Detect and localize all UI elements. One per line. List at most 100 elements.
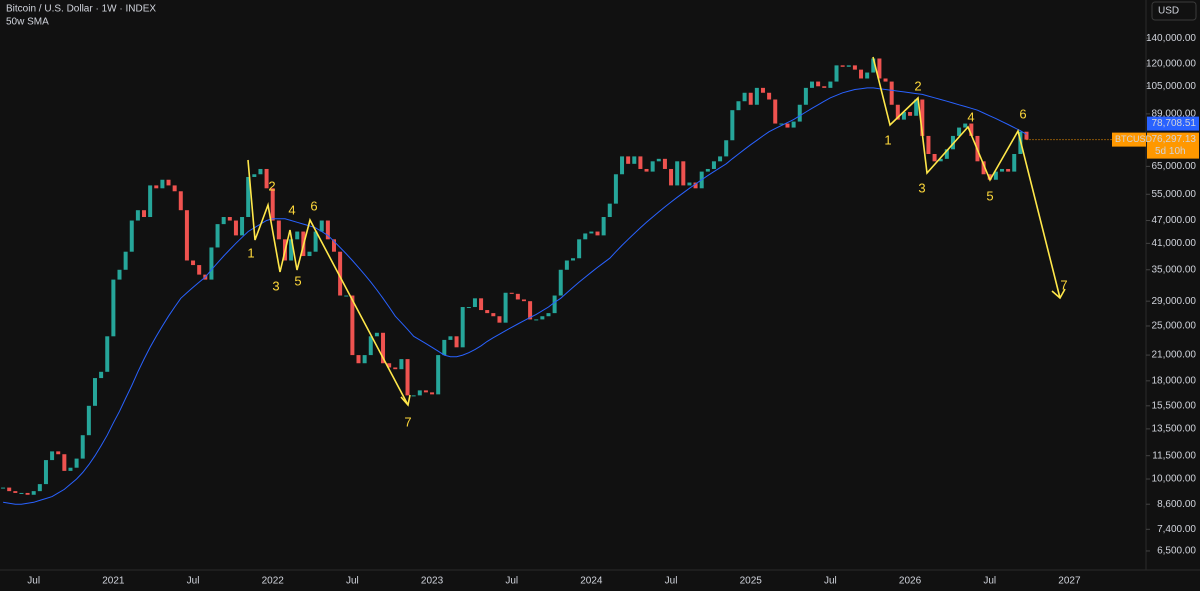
wave-label: 4 <box>288 202 295 217</box>
candle <box>460 307 465 348</box>
candle <box>454 336 459 348</box>
candle <box>589 231 594 234</box>
y-tick-label: 13,500.00 <box>1152 424 1197 435</box>
wave-label: 2 <box>268 178 275 193</box>
wave-line <box>872 56 1061 299</box>
wave-label: 3 <box>272 278 279 293</box>
candle <box>797 104 802 122</box>
y-tick-label: 41,000.00 <box>1152 238 1197 249</box>
wave-line <box>247 159 409 406</box>
x-tick-label: 2024 <box>580 576 603 587</box>
candle <box>914 99 919 116</box>
y-tick-label: 120,000.00 <box>1146 59 1196 70</box>
x-tick-label: 2023 <box>421 576 444 587</box>
candle <box>650 161 655 172</box>
candle <box>834 65 839 82</box>
countdown-label: 5d 10h <box>1155 146 1186 157</box>
candle <box>313 231 318 252</box>
currency-button[interactable] <box>1151 1 1197 21</box>
x-tick-label: Jul <box>27 576 40 587</box>
candle <box>423 390 428 393</box>
candle <box>822 86 827 88</box>
candle <box>270 188 275 221</box>
candle <box>13 491 18 493</box>
wave-label: 6 <box>1019 106 1026 121</box>
candle <box>246 176 251 218</box>
candle <box>767 92 772 100</box>
candle <box>883 78 888 82</box>
candle <box>56 451 61 455</box>
candle <box>564 260 569 270</box>
candle <box>387 363 392 368</box>
y-tick-label: 10,000.00 <box>1152 474 1197 485</box>
candle <box>999 168 1004 172</box>
x-tick-label: 2022 <box>262 576 285 587</box>
candle <box>307 251 312 257</box>
candle <box>920 99 925 136</box>
wave-label: 7 <box>1060 277 1067 292</box>
wave-label: 1 <box>247 245 254 260</box>
candle <box>632 156 637 164</box>
candle <box>160 179 165 189</box>
candle <box>417 390 422 396</box>
x-tick-label: 2027 <box>1058 576 1081 587</box>
candle <box>791 121 796 128</box>
candle <box>92 378 97 406</box>
candle <box>1012 153 1017 172</box>
y-tick-label: 105,000.00 <box>1146 81 1196 92</box>
candle <box>154 185 159 189</box>
candle <box>479 298 484 311</box>
y-tick-label: 25,000.00 <box>1152 321 1197 332</box>
y-tick-label: 6,500.00 <box>1157 546 1196 557</box>
candle <box>276 220 281 240</box>
candle <box>540 316 545 320</box>
candle <box>325 220 330 240</box>
wave-label: 6 <box>310 198 317 213</box>
candle <box>472 298 477 308</box>
candle <box>350 295 355 356</box>
candle <box>123 251 128 270</box>
candle <box>1024 131 1029 140</box>
y-tick-label: 89,000.00 <box>1152 109 1197 120</box>
candle <box>528 301 533 320</box>
candle <box>669 168 674 186</box>
x-tick-label: Jul <box>665 576 678 587</box>
y-tick-label: 55,000.00 <box>1152 189 1197 200</box>
y-tick-label: 35,000.00 <box>1152 264 1197 275</box>
candle <box>74 458 79 468</box>
candle <box>748 92 753 105</box>
y-tick-label: 18,000.00 <box>1152 375 1197 386</box>
candle <box>148 185 153 218</box>
candle <box>552 295 557 314</box>
candle <box>399 359 404 370</box>
y-tick-label: 47,000.00 <box>1152 215 1197 226</box>
symbol-label: BTCUSD <box>1115 134 1153 144</box>
candle <box>503 292 508 323</box>
candle <box>381 332 386 364</box>
candle <box>871 58 876 73</box>
candle <box>442 339 447 356</box>
candle <box>932 153 937 162</box>
candle <box>852 65 857 70</box>
wave-drawing: 1 2 3 4 5 6 7 1 2 3 4 5 6 7 <box>247 56 1068 429</box>
candle <box>675 161 680 186</box>
candle <box>50 451 55 461</box>
candle <box>393 367 398 370</box>
candle <box>718 156 723 162</box>
x-tick-label: Jul <box>187 576 200 587</box>
candle <box>430 392 435 395</box>
candle <box>760 87 765 93</box>
candle <box>111 279 116 337</box>
candle <box>950 135 955 150</box>
candle <box>901 112 906 120</box>
candle <box>485 310 490 314</box>
candle <box>1006 168 1011 172</box>
candle <box>926 135 931 154</box>
candle <box>436 355 441 395</box>
candle <box>534 319 539 321</box>
candle <box>197 265 202 275</box>
candle <box>344 295 349 297</box>
y-tick-label: 21,000.00 <box>1152 350 1197 361</box>
